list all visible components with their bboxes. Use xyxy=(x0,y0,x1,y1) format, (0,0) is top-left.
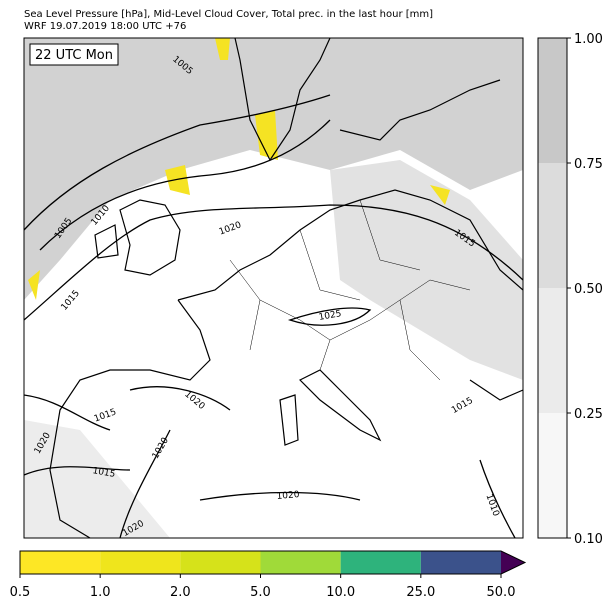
cloud-colorbar-tick-label: 0.50 xyxy=(574,282,603,297)
cloud-colorbar-segment xyxy=(538,163,567,288)
isobar-label: 1015 xyxy=(92,466,116,480)
cloud-colorbar-tick-label: 0.25 xyxy=(574,407,603,422)
precip-colorbar-frame xyxy=(19,550,527,575)
precip-colorbar-tick-label: 5.0 xyxy=(250,585,271,600)
map: 22 UTC Mon xyxy=(23,37,524,539)
title-line: Sea Level Pressure [hPa], Mid-Level Clou… xyxy=(24,9,433,20)
precip-colorbar-tick-label: 0.5 xyxy=(10,585,31,600)
precip-colorbar-segment xyxy=(340,551,421,574)
precip-colorbar-tick-label: 50.0 xyxy=(487,585,516,600)
isobar-label: 1025 xyxy=(318,309,342,323)
cloud-colorbar-segment xyxy=(538,38,567,163)
precip-colorbar-segment xyxy=(420,551,501,574)
cloud-colorbar-tick-label: 0.75 xyxy=(574,157,603,172)
precip-colorbar-segment xyxy=(180,551,261,574)
time-label: 22 UTC Mon xyxy=(35,48,113,63)
title-line: WRF 19.07.2019 18:00 UTC +76 xyxy=(24,21,186,32)
isobar-label: 1020 xyxy=(276,490,300,502)
cloud-colorbar-segment xyxy=(538,288,567,413)
cloud-area xyxy=(24,420,170,538)
precip-colorbar-segment xyxy=(260,551,341,574)
precip-colorbar-tick-label: 25.0 xyxy=(406,585,435,600)
cloud-colorbar-tick-label: 1.00 xyxy=(574,32,603,47)
precip-colorbar-extend xyxy=(501,551,525,574)
precip-colorbar-tick-label: 1.0 xyxy=(90,585,111,600)
cloud-colorbar-segment xyxy=(538,413,567,538)
time-label-box xyxy=(29,43,119,66)
precip-colorbar-tick-label: 2.0 xyxy=(170,585,191,600)
cloud-area xyxy=(24,38,523,300)
precip-colorbar-segment xyxy=(100,551,181,574)
cloud-colorbar-tick-label: 0.10 xyxy=(574,532,603,547)
cloud-area xyxy=(330,160,523,380)
precip-colorbar-tick-label: 10.0 xyxy=(326,585,355,600)
precip-colorbar-segment xyxy=(20,551,101,574)
